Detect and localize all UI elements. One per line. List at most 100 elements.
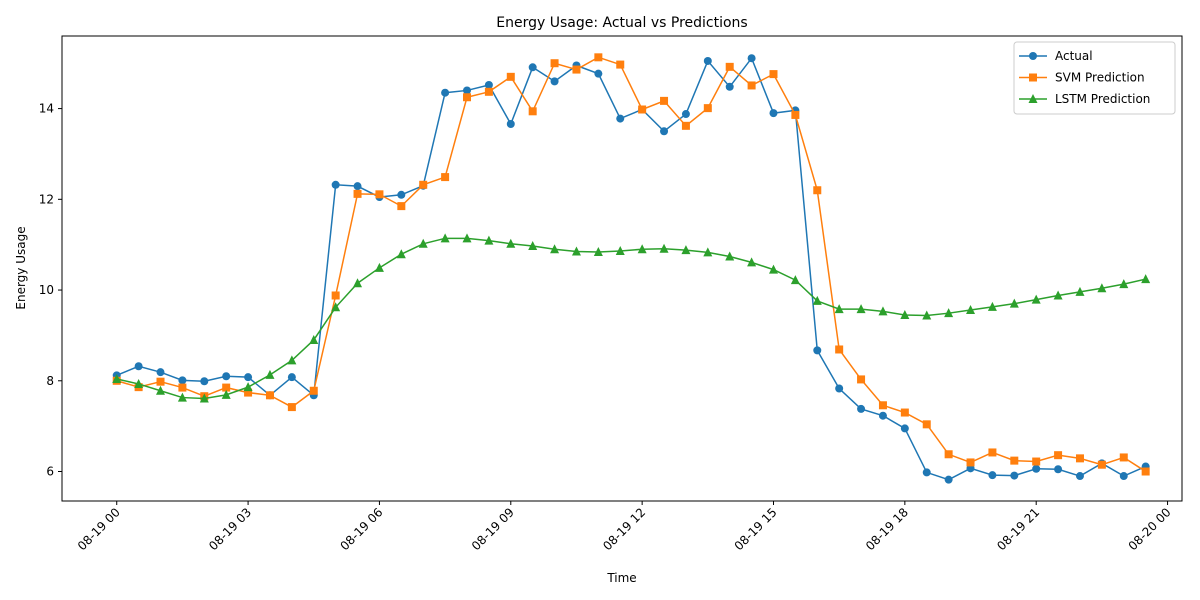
data-point-svm-prediction <box>1119 453 1128 462</box>
data-point-svm-prediction <box>222 383 231 392</box>
data-point-lstm-prediction <box>1119 279 1129 289</box>
data-point-svm-prediction <box>638 105 647 114</box>
data-point-actual <box>703 56 712 65</box>
data-point-lstm-prediction <box>1141 274 1151 284</box>
data-point-lstm-prediction <box>944 308 954 318</box>
data-point-actual <box>616 114 625 123</box>
data-point-svm-prediction <box>681 121 690 130</box>
x-axis-label: Time <box>606 571 636 585</box>
data-point-lstm-prediction <box>615 246 625 256</box>
data-point-lstm-prediction <box>156 385 166 395</box>
data-point-actual <box>747 54 756 63</box>
series-actual <box>112 54 1150 484</box>
data-point-actual <box>922 468 931 477</box>
data-point-lstm-prediction <box>593 246 603 256</box>
data-point-svm-prediction <box>397 202 406 211</box>
data-point-actual <box>1010 471 1019 480</box>
data-point-actual <box>134 362 143 371</box>
data-point-svm-prediction <box>594 53 603 62</box>
data-point-actual <box>944 475 953 484</box>
data-point-lstm-prediction <box>747 257 757 267</box>
data-point-svm-prediction <box>878 401 887 410</box>
legend-label: LSTM Prediction <box>1055 92 1150 106</box>
data-point-lstm-prediction <box>134 378 144 388</box>
data-point-svm-prediction <box>463 93 472 102</box>
data-point-svm-prediction <box>900 408 909 417</box>
data-point-actual <box>813 346 822 355</box>
data-point-svm-prediction <box>835 345 844 354</box>
legend-item-actual: Actual <box>1019 49 1093 63</box>
data-point-lstm-prediction <box>790 275 800 285</box>
legend-item-svm-prediction: SVM Prediction <box>1019 71 1145 85</box>
data-point-svm-prediction <box>769 70 778 79</box>
data-point-svm-prediction <box>703 104 712 113</box>
data-point-actual <box>878 411 887 420</box>
legend-label: SVM Prediction <box>1055 71 1145 85</box>
legend-item-lstm-prediction: LSTM Prediction <box>1019 92 1150 106</box>
data-point-svm-prediction <box>550 59 559 68</box>
data-point-svm-prediction <box>441 173 450 182</box>
data-point-lstm-prediction <box>1031 294 1041 304</box>
data-point-actual <box>178 376 187 385</box>
data-point-actual <box>1075 472 1084 481</box>
data-point-svm-prediction <box>309 386 318 395</box>
data-point-lstm-prediction <box>900 310 910 319</box>
data-point-svm-prediction <box>178 383 187 392</box>
data-point-lstm-prediction <box>966 305 976 315</box>
data-point-actual <box>506 120 515 129</box>
data-point-actual <box>835 384 844 393</box>
data-point-svm-prediction <box>1075 454 1084 463</box>
data-point-actual <box>681 110 690 119</box>
data-point-lstm-prediction <box>922 310 932 320</box>
data-point-actual <box>988 471 997 480</box>
legend-box <box>1013 41 1176 115</box>
data-point-lstm-prediction <box>1053 290 1063 300</box>
data-point-actual <box>200 377 209 386</box>
data-point-svm-prediction <box>1097 460 1106 469</box>
chart-title: Energy Usage: Actual vs Predictions <box>496 15 747 31</box>
data-point-lstm-prediction <box>418 238 428 248</box>
data-point-lstm-prediction <box>331 302 341 312</box>
y-axis-label: Energy Usage <box>14 226 28 309</box>
data-point-actual <box>594 69 603 78</box>
data-point-lstm-prediction <box>265 369 275 379</box>
data-point-lstm-prediction <box>987 301 997 311</box>
data-point-lstm-prediction <box>1097 283 1107 293</box>
data-point-svm-prediction <box>265 391 274 400</box>
data-point-svm-prediction <box>353 189 362 198</box>
data-point-svm-prediction <box>331 291 340 300</box>
data-point-svm-prediction <box>660 96 669 105</box>
data-point-svm-prediction <box>857 375 866 384</box>
data-point-lstm-prediction <box>462 233 472 243</box>
y-tick-label: 10 <box>39 283 54 297</box>
data-point-lstm-prediction <box>374 262 384 272</box>
y-tick-label: 12 <box>39 192 54 206</box>
data-point-svm-prediction <box>922 420 931 429</box>
data-point-svm-prediction <box>156 377 165 386</box>
data-point-svm-prediction <box>528 107 537 116</box>
data-point-svm-prediction <box>747 81 756 90</box>
data-point-svm-prediction <box>1141 467 1150 476</box>
data-point-lstm-prediction <box>309 334 319 344</box>
data-point-svm-prediction <box>375 190 384 199</box>
data-point-svm-prediction <box>813 186 822 195</box>
legend: Actual SVM Prediction LSTM Prediction <box>1013 41 1176 115</box>
legend-marker <box>1028 94 1038 103</box>
data-point-actual <box>463 86 472 95</box>
data-point-lstm-prediction <box>550 244 560 254</box>
data-point-lstm-prediction <box>856 304 866 314</box>
data-point-svm-prediction <box>1010 456 1019 465</box>
data-point-lstm-prediction <box>703 247 713 257</box>
data-point-svm-prediction <box>944 450 953 459</box>
data-point-lstm-prediction <box>878 306 888 316</box>
data-point-actual <box>353 182 362 191</box>
data-point-lstm-prediction <box>659 243 669 253</box>
data-point-svm-prediction <box>419 180 428 189</box>
plot-frame <box>61 35 1183 502</box>
data-point-svm-prediction <box>988 448 997 457</box>
data-point-svm-prediction <box>791 110 800 119</box>
data-point-actual <box>1032 464 1041 473</box>
data-point-actual <box>484 80 493 89</box>
y-tick-label: 14 <box>39 102 54 116</box>
